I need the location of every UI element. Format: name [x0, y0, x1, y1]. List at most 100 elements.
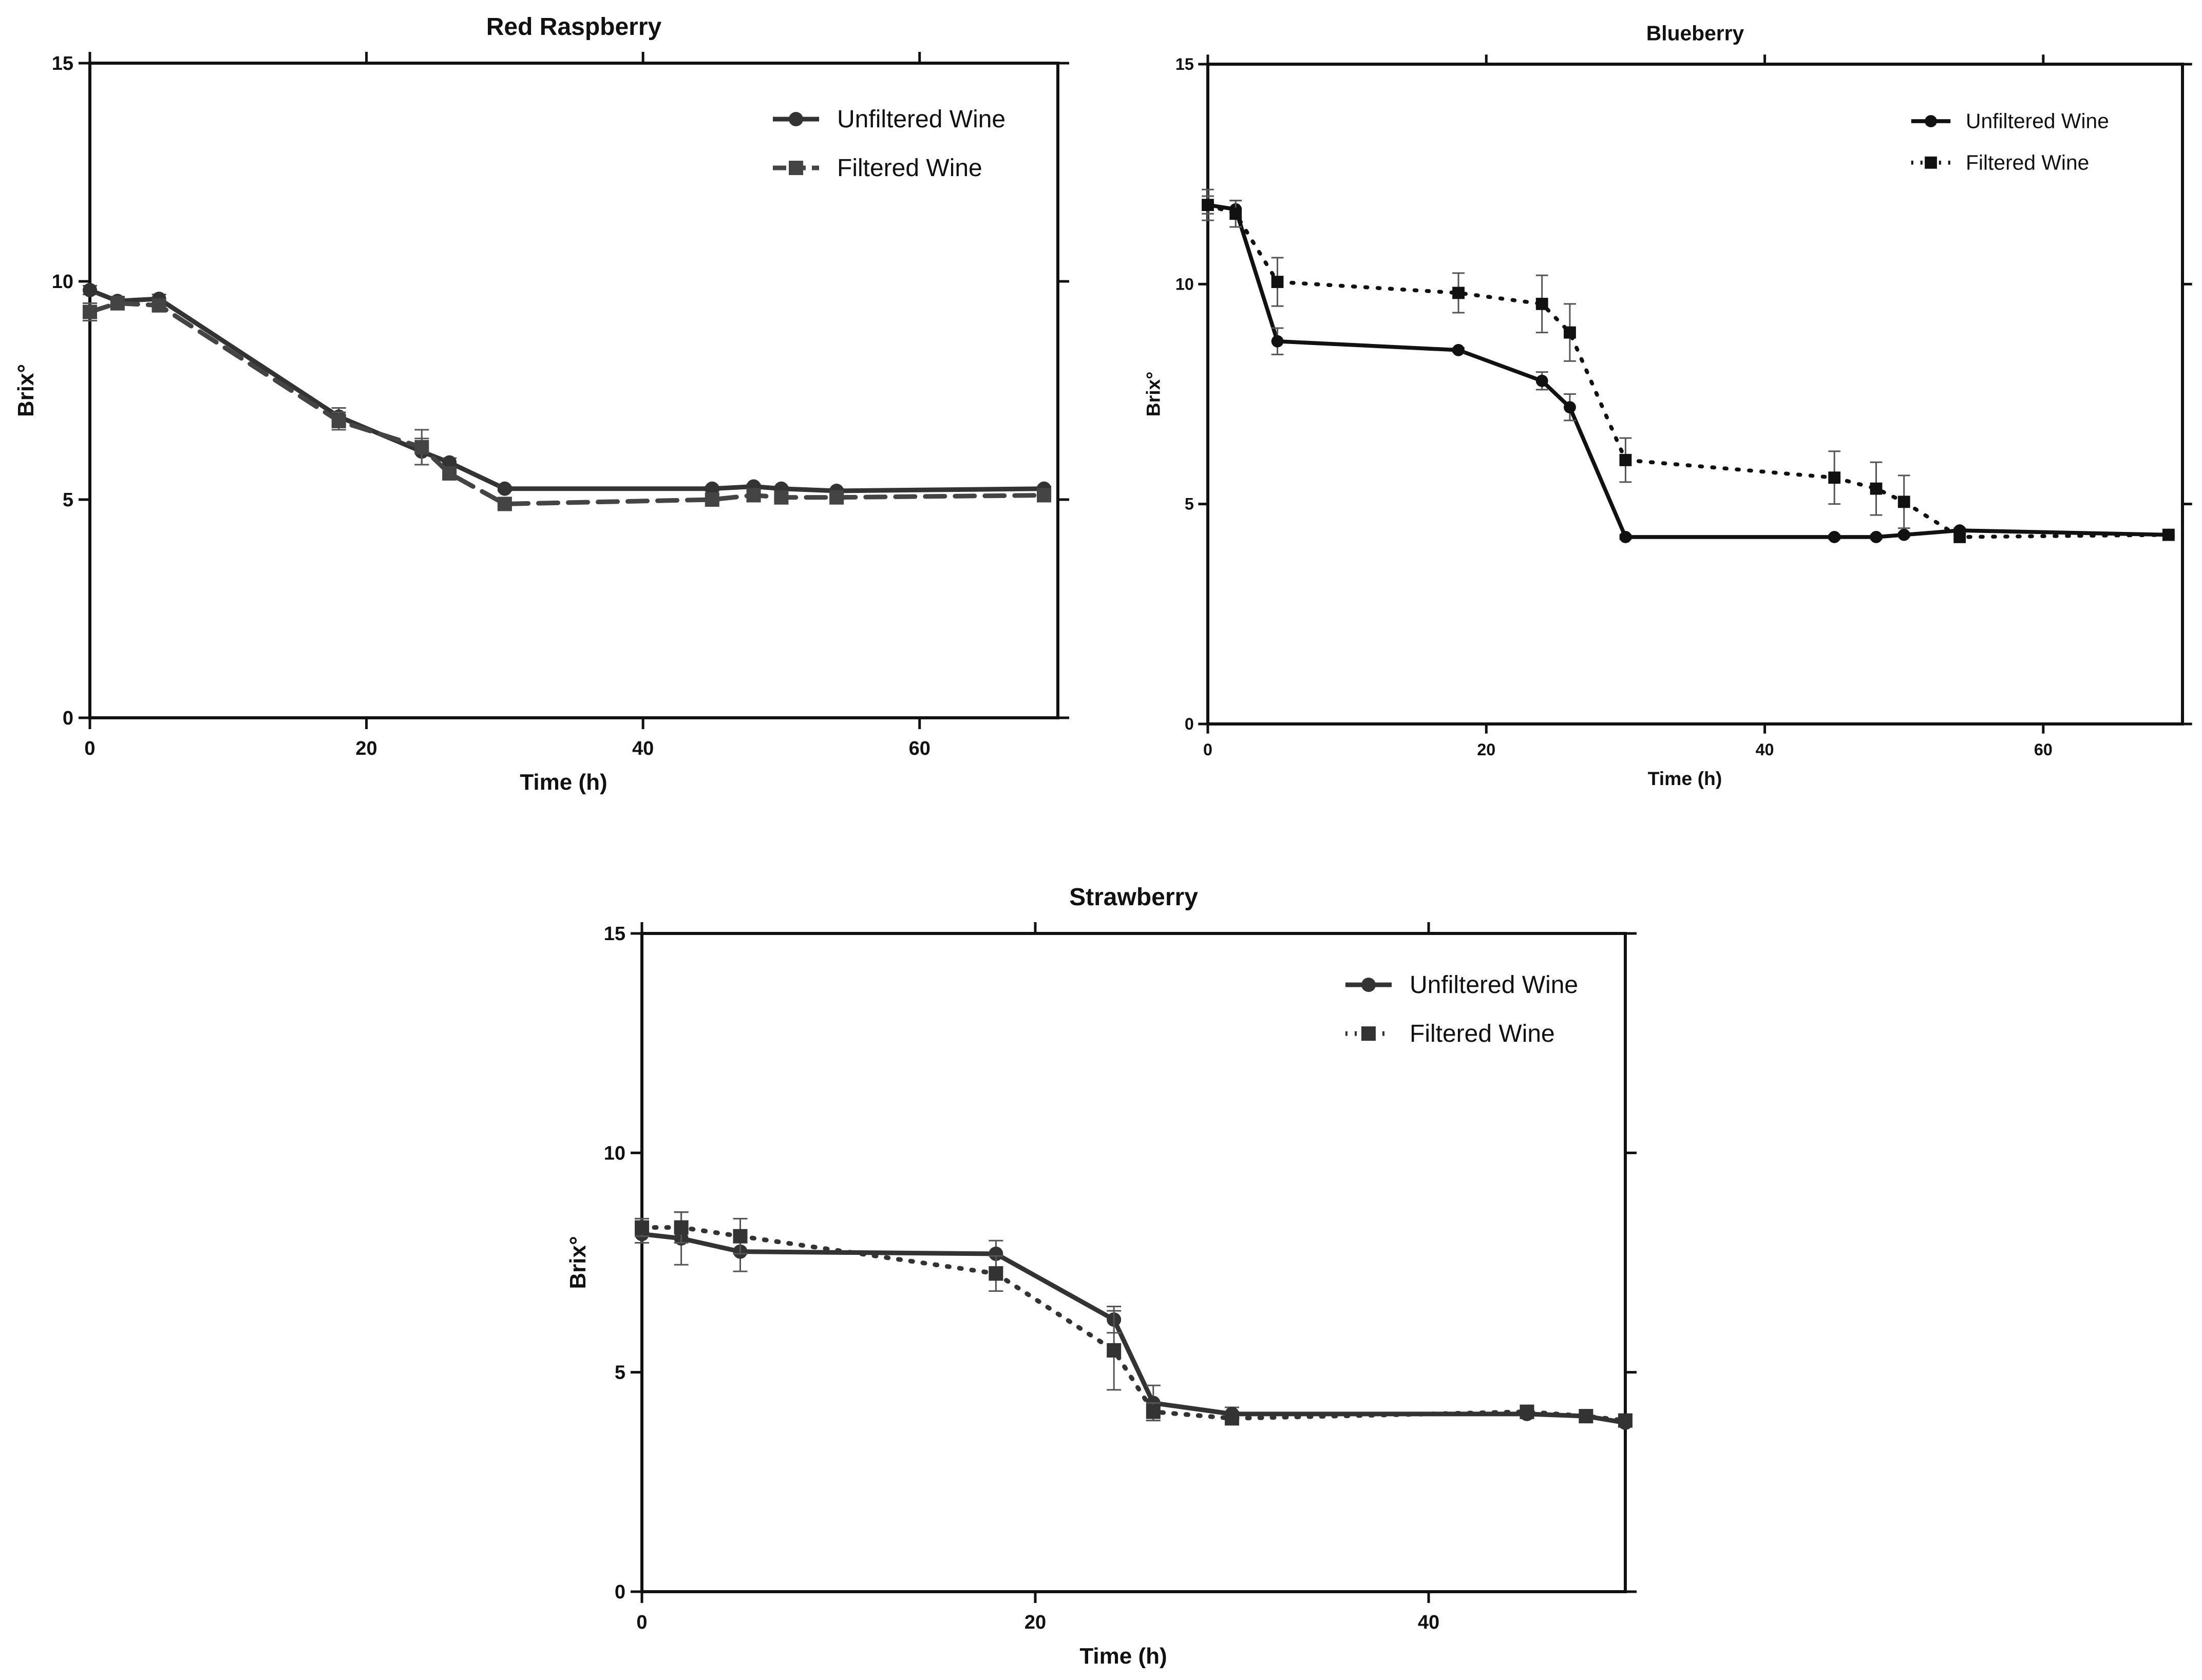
y-tick-label: 15: [1175, 55, 1194, 73]
data-point: [1828, 531, 1841, 543]
data-point: [497, 481, 512, 496]
chart-title: Red Raspberry: [486, 13, 662, 41]
x-axis-label: Time (h): [1079, 1644, 1167, 1669]
legend-label: Unfiltered Wine: [1966, 109, 2109, 133]
chart-title: Blueberry: [1646, 21, 1744, 45]
data-point: [2162, 528, 2175, 541]
data-point: [442, 466, 457, 481]
data-point: [414, 440, 429, 454]
legend-label: Filtered Wine: [837, 155, 982, 182]
legend: Unfiltered Wine Filtered Wine: [773, 106, 1005, 182]
x-tick-label: 20: [355, 738, 377, 759]
data-point: [110, 296, 125, 311]
series-filtered: [635, 1211, 1632, 1428]
x-tick-label: 0: [84, 738, 95, 759]
data-point: [733, 1229, 748, 1244]
x-axis-label: Time (h): [1648, 768, 1722, 789]
x-tick-label: 40: [1418, 1612, 1439, 1633]
data-point: [1229, 207, 1242, 220]
y-tick-label: 0: [1185, 715, 1194, 733]
chart-panel-2: Blueberry 0 20 40 60 0 5 10 15 Time (h) Brix° Unfil…: [1143, 21, 2192, 789]
series-line: [87, 288, 1047, 493]
legend-label: Unfiltered Wine: [1410, 971, 1578, 999]
y-tick-label: 0: [63, 708, 73, 729]
y-tick-label: 5: [1185, 495, 1194, 513]
data-point: [635, 1220, 649, 1235]
legend-label: Unfiltered Wine: [837, 106, 1005, 133]
data-point: [151, 298, 166, 313]
data-point: [1520, 1404, 1534, 1419]
series-filtered: [1202, 188, 2175, 543]
data-point: [1146, 1404, 1161, 1419]
y-tick-label: 10: [1175, 275, 1194, 293]
data-point: [1225, 1411, 1239, 1426]
series-unfiltered: [635, 1211, 1632, 1430]
data-point: [1535, 297, 1548, 310]
data-point: [442, 455, 457, 470]
data-point: [1535, 374, 1548, 387]
data-point: [1897, 495, 1910, 508]
data-point: [83, 304, 97, 319]
legend-marker: [1361, 978, 1376, 992]
data-point: [989, 1266, 1003, 1281]
x-tick-label: 60: [2034, 740, 2053, 759]
chart-panel-3: Strawberry 0 20 40 0 5 10 15 Time (h) Brix° Unfilt…: [565, 884, 1637, 1669]
data-point: [774, 490, 789, 505]
x-tick-label: 40: [1756, 740, 1774, 759]
data-point: [1870, 531, 1883, 543]
series-line: [639, 1231, 1628, 1425]
chart-title: Strawberry: [1069, 884, 1198, 911]
data-point: [1564, 401, 1576, 414]
x-tick-label: 40: [632, 738, 654, 759]
data-point: [1619, 531, 1632, 543]
series-line: [87, 301, 1047, 506]
data-point: [1564, 326, 1576, 339]
y-axis-label: Brix°: [1143, 372, 1164, 417]
data-point: [1618, 1413, 1632, 1428]
series-unfiltered: [1202, 195, 2175, 543]
data-point: [1897, 528, 1910, 541]
x-tick-label: 60: [909, 738, 931, 759]
x-tick-label: 0: [636, 1612, 647, 1633]
y-tick-label: 10: [52, 271, 73, 293]
data-point: [1619, 454, 1632, 466]
data-point: [1870, 482, 1883, 495]
legend-label: Filtered Wine: [1410, 1020, 1555, 1047]
data-point: [1452, 287, 1465, 299]
data-point: [746, 488, 761, 503]
legend-marker: [1925, 156, 1937, 169]
y-tick-label: 5: [615, 1362, 625, 1384]
chart-panel-1: Red Raspberry 0 20 40 60 0 5 10 15 Time (h) Brix° U…: [13, 13, 1069, 795]
x-axis-label: Time (h): [520, 770, 607, 795]
legend-marker: [789, 112, 803, 126]
data-point: [1828, 471, 1841, 484]
y-axis-label: Brix°: [13, 364, 39, 417]
series-unfiltered: [83, 283, 1052, 498]
series-filtered: [83, 296, 1052, 511]
data-point: [989, 1246, 1003, 1261]
legend: Unfiltered Wine Filtered Wine: [1345, 971, 1578, 1047]
data-point: [83, 283, 97, 297]
series-line: [1206, 203, 2171, 539]
data-point: [1271, 276, 1284, 288]
data-point: [1953, 531, 1966, 543]
data-point: [705, 481, 719, 496]
data-point: [705, 492, 719, 507]
y-tick-label: 15: [604, 923, 625, 945]
data-point: [1579, 1409, 1593, 1424]
data-point: [674, 1220, 689, 1235]
x-tick-label: 20: [1477, 740, 1495, 759]
series-line: [1206, 203, 2171, 539]
y-tick-label: 15: [52, 53, 73, 74]
data-point: [1271, 335, 1284, 348]
legend-marker: [1925, 115, 1937, 127]
x-tick-label: 20: [1024, 1612, 1046, 1633]
series-line: [639, 1225, 1628, 1423]
data-point: [1452, 343, 1465, 356]
y-tick-label: 0: [615, 1581, 625, 1603]
data-point: [1107, 1343, 1122, 1358]
data-point: [1202, 199, 1214, 212]
legend-marker: [1361, 1026, 1376, 1041]
y-axis-label: Brix°: [565, 1236, 591, 1289]
